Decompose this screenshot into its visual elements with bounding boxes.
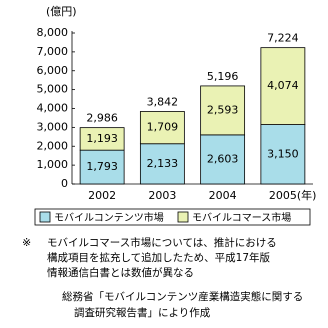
bar-segment — [139, 143, 185, 185]
y-tick-label: 4,000 — [37, 102, 69, 115]
y-tick-label: 1,000 — [37, 158, 69, 171]
y-tick-label: 8,000 — [37, 26, 69, 39]
y-tick-label: 7,000 — [37, 45, 69, 58]
source-line: 調査研究報告書」により作成 — [74, 306, 211, 319]
value-label: 3,150 — [267, 147, 299, 160]
value-label: 2,593 — [207, 103, 239, 116]
source-line: 総務省「モバイルコンテンツ産業構造実態に関する — [62, 290, 303, 303]
x-tick-label: 2005 — [269, 189, 297, 202]
x-tick-label: 2003 — [148, 189, 176, 202]
value-label: 2,133 — [147, 157, 179, 170]
value-label: 4,074 — [267, 79, 299, 92]
note-line: 情報通信白書とは数値が異なる — [47, 266, 194, 279]
total-label: 7,224 — [267, 32, 299, 45]
total-label: 5,196 — [207, 70, 239, 83]
note-line: 構成項目を拡充して追加したため、平成17年版 — [47, 251, 271, 264]
bar-segment — [139, 111, 185, 145]
value-label: 2,603 — [207, 152, 239, 165]
note-line: モバイルコマース市場については、推計における — [47, 236, 277, 249]
bar-segment — [260, 47, 306, 125]
y-tick-label: 0 — [61, 177, 68, 190]
legend-swatch — [39, 211, 51, 223]
value-label: 1,709 — [147, 121, 179, 134]
legend-label: モバイルコマース市場 — [192, 211, 291, 224]
x-tick-label: 2002 — [88, 189, 116, 202]
x-axis-label: (年) — [297, 188, 317, 202]
value-label: 1,793 — [86, 160, 118, 173]
y-tick-label: 5,000 — [37, 83, 69, 96]
legend-swatch — [177, 211, 189, 223]
y-axis-label: (億円) — [46, 5, 77, 18]
x-tick-label: 2004 — [209, 189, 237, 202]
note-mark: ※ — [22, 236, 31, 249]
y-tick-label: 3,000 — [37, 120, 69, 133]
bar-segment — [79, 149, 125, 185]
total-label: 2,986 — [86, 112, 118, 125]
y-tick-label: 6,000 — [37, 64, 69, 77]
value-label: 1,193 — [86, 132, 118, 145]
bar-segment — [200, 85, 246, 136]
y-tick-label: 2,000 — [37, 139, 69, 152]
legend-label: モバイルコンテンツ市場 — [54, 211, 164, 224]
total-label: 3,842 — [147, 95, 179, 108]
bar-segment — [200, 134, 246, 185]
bar-segment — [79, 127, 125, 151]
legend-box — [34, 208, 311, 226]
